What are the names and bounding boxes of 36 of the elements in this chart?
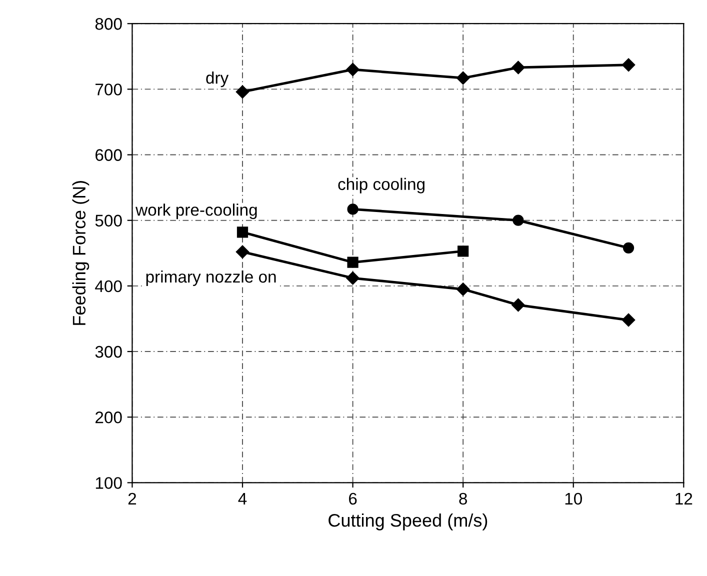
point <box>622 58 636 72</box>
y-axis-title: Feeding Force (N) <box>72 181 90 325</box>
y-tick-label: 800 <box>95 18 122 30</box>
point <box>236 226 248 238</box>
y-tick-label: 700 <box>96 84 122 96</box>
x-axis-title: Cutting Speed (m/s) <box>328 514 488 530</box>
x-tick-label: 6 <box>349 492 357 505</box>
series-label: primary nozzle on <box>146 270 276 286</box>
x-tick-label: 12 <box>676 492 692 504</box>
point <box>456 71 470 85</box>
point <box>346 62 360 76</box>
point <box>512 60 525 74</box>
point <box>622 313 636 327</box>
point <box>622 242 634 254</box>
point <box>512 214 524 226</box>
point <box>236 85 250 98</box>
point <box>236 245 250 258</box>
x-tick-label: 2 <box>128 492 136 504</box>
series-label: chip cooling <box>338 178 424 194</box>
point <box>512 298 525 312</box>
point <box>346 271 360 285</box>
y-tick-label: 200 <box>96 412 122 424</box>
y-tick-label: 400 <box>95 280 122 292</box>
point <box>347 256 358 268</box>
series-label: dry <box>206 72 229 88</box>
x-tick-label: 4 <box>238 493 247 504</box>
x-tick-label: 8 <box>459 492 467 505</box>
y-tick-label: 500 <box>95 214 122 227</box>
series-label: work pre-cooling <box>136 204 257 220</box>
y-tick-label: 100 <box>96 477 122 489</box>
y-tick-label: 300 <box>95 346 122 358</box>
point <box>458 246 469 257</box>
point <box>456 282 470 296</box>
point <box>347 204 358 215</box>
x-tick-label: 10 <box>565 492 582 505</box>
y-tick-label: 600 <box>96 149 122 161</box>
